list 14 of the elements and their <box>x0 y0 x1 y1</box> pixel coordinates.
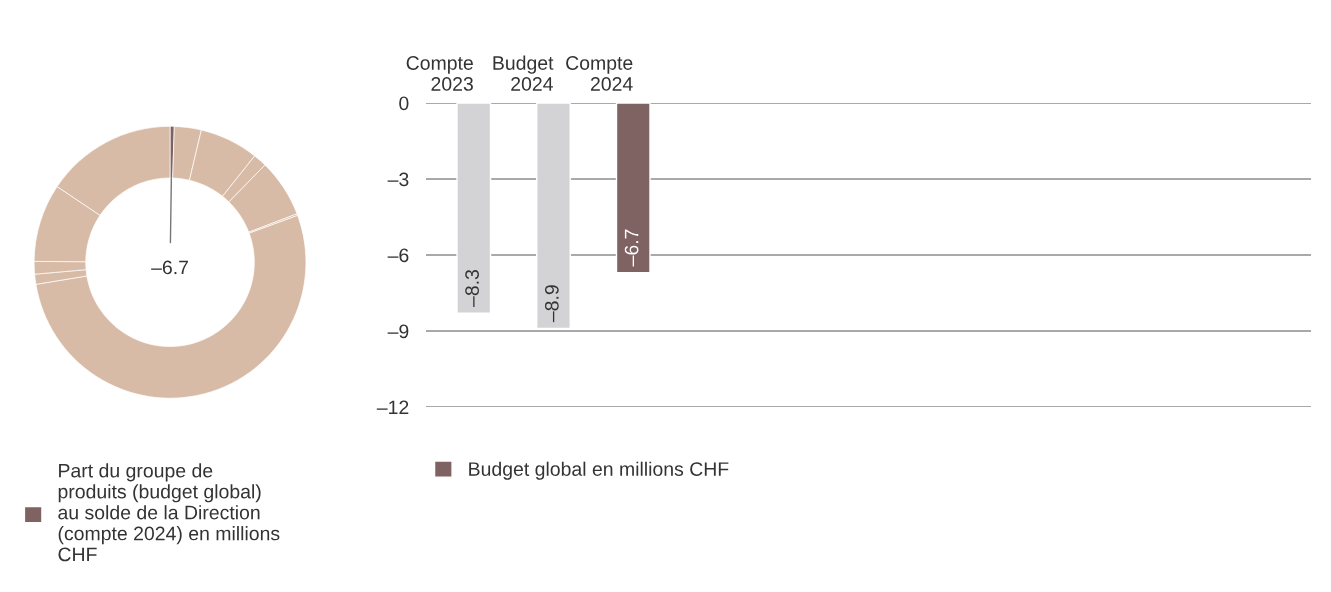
x-tick-label: Compte 2023 <box>406 56 473 91</box>
x-tick-label: Budget 2024 <box>493 55 554 91</box>
data-label: –8.3 <box>465 269 479 307</box>
y-tick-label: –6 <box>387 248 409 263</box>
y-tick-label: –3 <box>387 172 409 187</box>
legend-label: Budget global en millions CHF <box>469 461 729 480</box>
x-tick-label: Compte 2024 <box>566 56 633 91</box>
y-tick-label: –12 <box>376 400 409 415</box>
data-label: –8.9 <box>544 285 559 323</box>
text: –6.7 <box>151 260 188 275</box>
data-label: –6.7 <box>624 229 639 267</box>
y-tick-label: 0 <box>399 96 409 111</box>
legend-label: Part du groupe de produits (budget global) au solde de la Direction (compte 2024) en millions CHF <box>58 463 280 562</box>
y-tick-label: –9 <box>387 324 409 339</box>
